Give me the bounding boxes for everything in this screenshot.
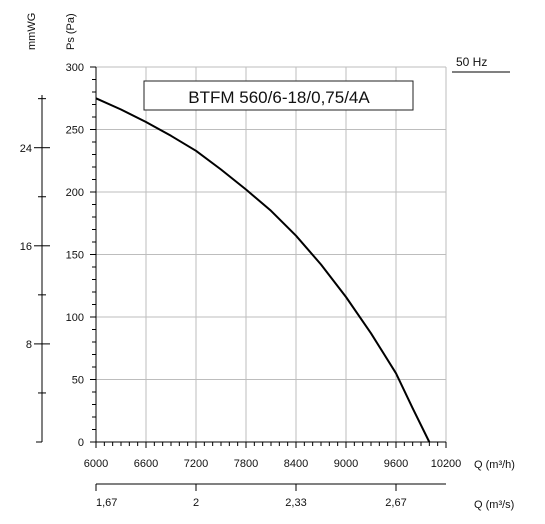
frequency-label: 50 Hz (456, 55, 487, 69)
y-tick-label: 0 (78, 437, 84, 449)
x2-tick-label: 2,67 (385, 497, 406, 509)
x-tick-label: 10200 (431, 458, 462, 470)
x2-axis-label: Q (m³/s) (474, 499, 514, 511)
x2-tick-label: 2,33 (285, 497, 306, 509)
x-tick-label: 6600 (134, 458, 158, 470)
axis-labels: mmWG Ps (Pa) Q (m³/h) Q (m³/s) 50 Hz (26, 13, 515, 511)
y-tick-label: 250 (66, 125, 84, 137)
y-axis-label: Ps (Pa) (65, 13, 77, 50)
title-box: BTFM 560/6-18/0,75/4A (143, 80, 414, 111)
title-frame (143, 80, 414, 111)
y-tick-label: 50 (72, 375, 84, 387)
x-axis-label: Q (m³/h) (474, 459, 515, 471)
x-tick-label: 8400 (284, 458, 308, 470)
x-tick-label: 7200 (184, 458, 208, 470)
y-tick-label: 150 (66, 250, 84, 262)
y2-tick-label: 8 (26, 339, 32, 351)
grid (95, 66, 447, 443)
x-tick-label: 7800 (234, 458, 258, 470)
y-tick-label: 100 (66, 312, 84, 324)
x-tick-label: 6000 (84, 458, 108, 470)
chart-title: BTFM 560/6-18/0,75/4A (188, 88, 370, 107)
y2-tick-label: 16 (20, 241, 32, 253)
series-layer (95, 97, 431, 443)
axes: 6000 6600 7200 7800 8400 9000 9600 10200 0 50 100 1… (20, 62, 462, 509)
x2-tick-label: 1,67 (96, 497, 117, 509)
y2-axis-label: mmWG (26, 13, 38, 50)
x-tick-label: 9000 (334, 458, 358, 470)
x-tick-label: 9600 (384, 458, 408, 470)
y2-tick-label: 24 (20, 143, 32, 155)
y-tick-label: 300 (66, 62, 84, 74)
y-tick-label: 200 (66, 187, 84, 199)
x2-tick-label: 2 (193, 497, 199, 509)
fan-curve-line (95, 97, 431, 443)
